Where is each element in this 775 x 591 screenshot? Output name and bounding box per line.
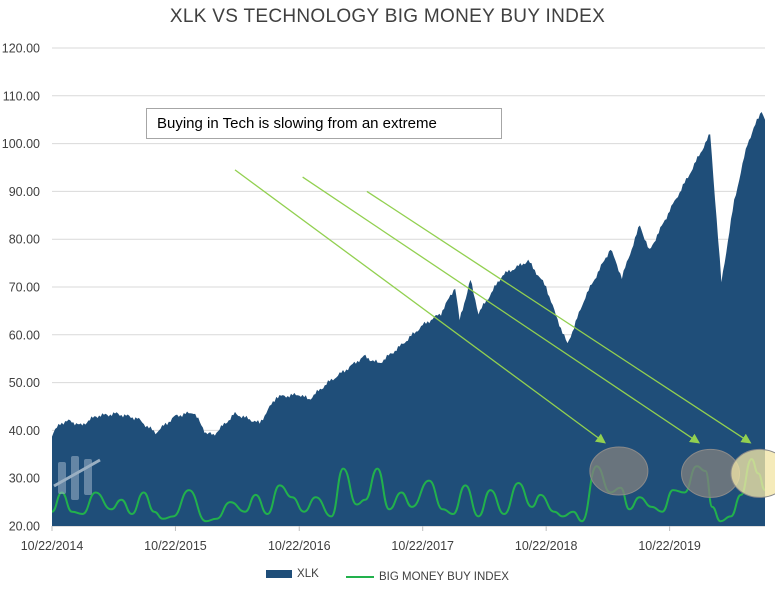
- big-money-buy-index-line: [51, 458, 766, 523]
- annotation-text: Buying in Tech is slowing from an extrem…: [157, 115, 437, 132]
- y-tick-label: 110.00: [3, 89, 40, 103]
- y-tick-label: 40.00: [9, 424, 40, 438]
- legend-label-big-money-buy-index: BIG MONEY BUY INDEX: [379, 571, 509, 583]
- legend: XLK BIG MONEY BUY INDEX: [0, 568, 775, 583]
- highlight-circle: [589, 446, 649, 496]
- x-tick-label: 10/22/2014: [21, 539, 84, 553]
- legend-item-big-money-buy-index: BIG MONEY BUY INDEX: [346, 571, 509, 583]
- legend-label-xlk: XLK: [297, 568, 319, 580]
- y-tick-label: 120.00: [2, 42, 40, 56]
- x-tick-label: 10/22/2015: [144, 539, 207, 553]
- y-tick-label: 50.00: [9, 376, 40, 390]
- big-money-buy-index-series: [51, 458, 766, 523]
- annotation-arrows: [234, 169, 752, 444]
- y-tick-label: 90.00: [9, 185, 40, 199]
- annotation-box: Buying in Tech is slowing from an extrem…: [146, 108, 502, 139]
- highlight-circle: [730, 448, 775, 498]
- y-tick-label: 70.00: [9, 281, 40, 295]
- annotation-arrow: [302, 176, 701, 444]
- x-tick-label: 10/22/2016: [268, 539, 331, 553]
- y-axis-ticks: 20.00 30.00 40.00 50.00 60.00 70.00 80.00 90.00…: [2, 42, 40, 534]
- watermark-logo: [53, 456, 101, 500]
- x-tick-label: 10/22/2019: [638, 539, 701, 553]
- legend-swatch-big-money-buy-index: [346, 576, 374, 578]
- annotation-arrow: [234, 169, 606, 444]
- chart-title: XLK VS TECHNOLOGY BIG MONEY BUY INDEX: [169, 6, 606, 27]
- x-tick-label: 10/22/2017: [391, 539, 454, 553]
- y-tick-label: 80.00: [9, 233, 40, 247]
- y-tick-label: 30.00: [9, 472, 40, 486]
- legend-item-xlk: XLK: [266, 568, 319, 580]
- legend-swatch-xlk: [266, 570, 293, 578]
- xlk-area: [52, 112, 765, 526]
- y-tick-label: 20.00: [9, 520, 40, 534]
- x-tick-label: 10/22/2018: [515, 539, 578, 553]
- xlk-area-series: [52, 112, 765, 526]
- x-axis-ticks: 10/22/2014 10/22/2015 10/22/2016 10/22/2017…: [21, 526, 701, 553]
- highlight-circles: [589, 446, 775, 498]
- y-tick-label: 60.00: [9, 328, 40, 342]
- y-tick-label: 100.00: [2, 137, 40, 151]
- annotation-arrow: [366, 190, 752, 444]
